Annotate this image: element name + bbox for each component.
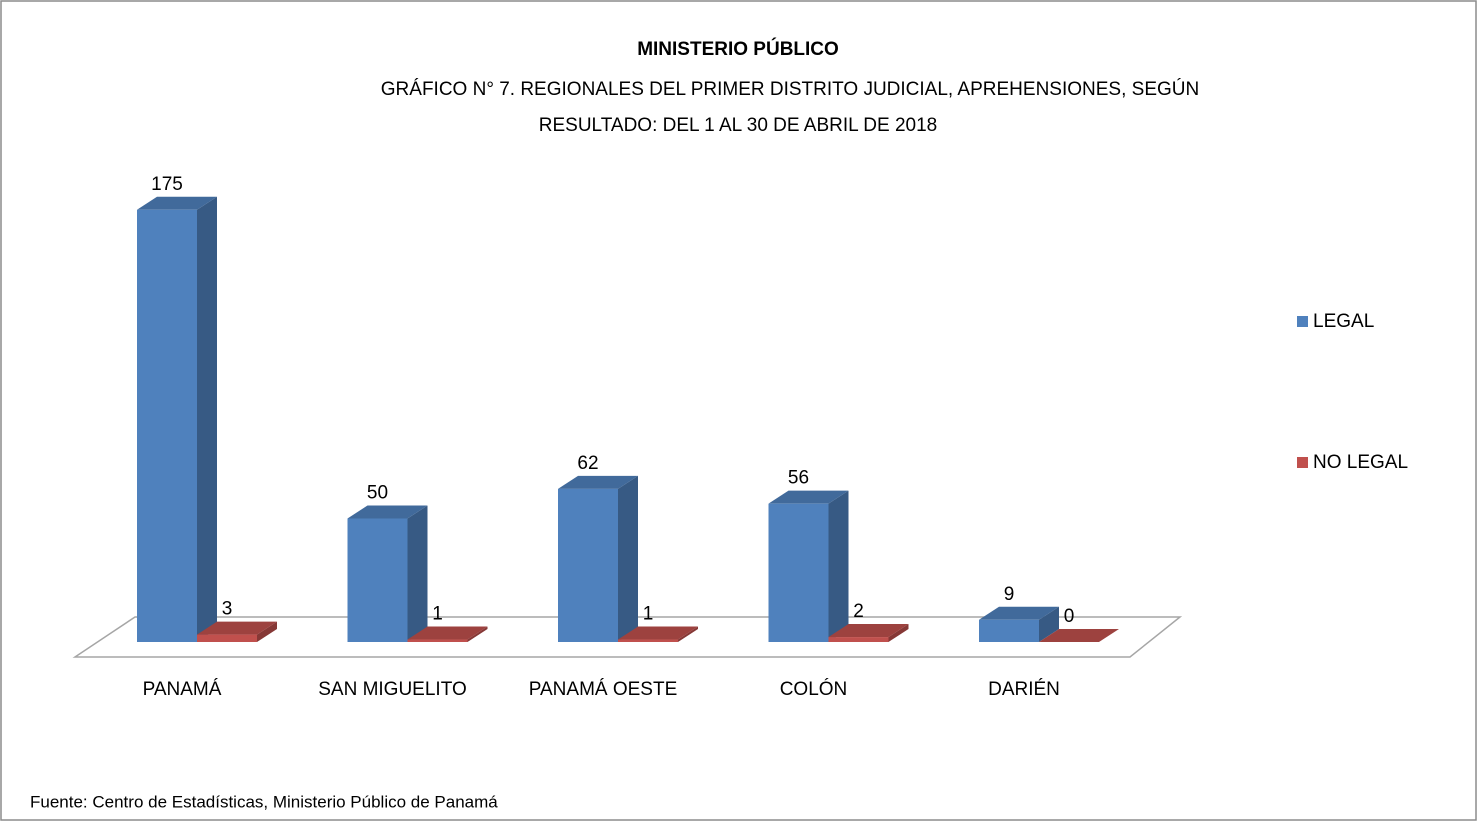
bar-top: [137, 196, 217, 210]
bar: [768, 490, 849, 642]
bar-top: [979, 606, 1059, 620]
bar-side: [888, 624, 909, 642]
bar-front: [407, 639, 468, 642]
x-tick-label: SAN MIGUELITO: [318, 679, 467, 700]
bar: [137, 196, 217, 642]
bar-front: [828, 637, 889, 642]
bar: [618, 626, 698, 642]
source-note: Fuente: Centro de Estadísticas, Minister…: [30, 792, 498, 811]
bar: [979, 606, 1059, 642]
bar-top: [1039, 629, 1119, 642]
legend-swatch: [1297, 457, 1308, 468]
bar-top: [558, 475, 638, 489]
bar-top: [407, 626, 488, 640]
chart-subtitle: RESULTADO: DEL 1 AL 30 DE ABRIL DE 2018: [539, 115, 937, 136]
bar-side: [407, 505, 428, 642]
data-label: 62: [577, 453, 598, 474]
bar-front: [558, 488, 618, 642]
data-label: 175: [151, 174, 183, 195]
data-label: 9: [1004, 584, 1015, 605]
x-tick-label: PANAMÁ: [143, 679, 222, 700]
data-label: 2: [853, 601, 864, 622]
bar-front: [979, 619, 1039, 642]
bar-side: [197, 196, 217, 642]
bar-top: [768, 490, 849, 504]
data-label: 56: [788, 468, 809, 489]
bar-front: [197, 634, 257, 642]
bar: [197, 621, 277, 642]
legend-label: NO LEGAL: [1313, 452, 1408, 473]
bar-top: [828, 624, 909, 638]
legend-label: LEGAL: [1313, 311, 1374, 332]
bar: [1039, 629, 1119, 642]
data-label: 0: [1064, 606, 1075, 627]
bar-side: [257, 621, 277, 642]
x-tick-label: PANAMÁ OESTE: [529, 679, 678, 700]
bar-front: [618, 639, 678, 642]
data-label: 50: [367, 483, 388, 504]
bar: [347, 505, 428, 642]
bar-side: [618, 475, 638, 642]
chart-title: MINISTERIO PÚBLICO: [637, 38, 839, 60]
x-tick-label: DARIÉN: [988, 679, 1060, 700]
bar: [407, 626, 488, 642]
bar-side: [678, 626, 698, 642]
bar-side: [1039, 606, 1059, 642]
bar-top: [197, 621, 277, 635]
chart-subtitle: GRÁFICO N° 7. REGIONALES DEL PRIMER DIST…: [381, 78, 1199, 100]
bar: [828, 624, 909, 642]
bar-top: [347, 505, 428, 519]
bar-front: [768, 503, 829, 642]
bar-top: [618, 626, 698, 640]
data-label: 1: [643, 604, 654, 625]
bar-front: [137, 209, 197, 642]
bar-front: [347, 518, 408, 642]
bar-side: [828, 490, 849, 642]
floor: [72, 616, 1183, 658]
bar: [558, 475, 638, 642]
bar-side: [467, 626, 488, 642]
data-label: 3: [222, 599, 233, 620]
data-label: 1: [432, 604, 443, 625]
legend-swatch: [1297, 316, 1308, 327]
x-tick-label: COLÓN: [780, 678, 848, 700]
